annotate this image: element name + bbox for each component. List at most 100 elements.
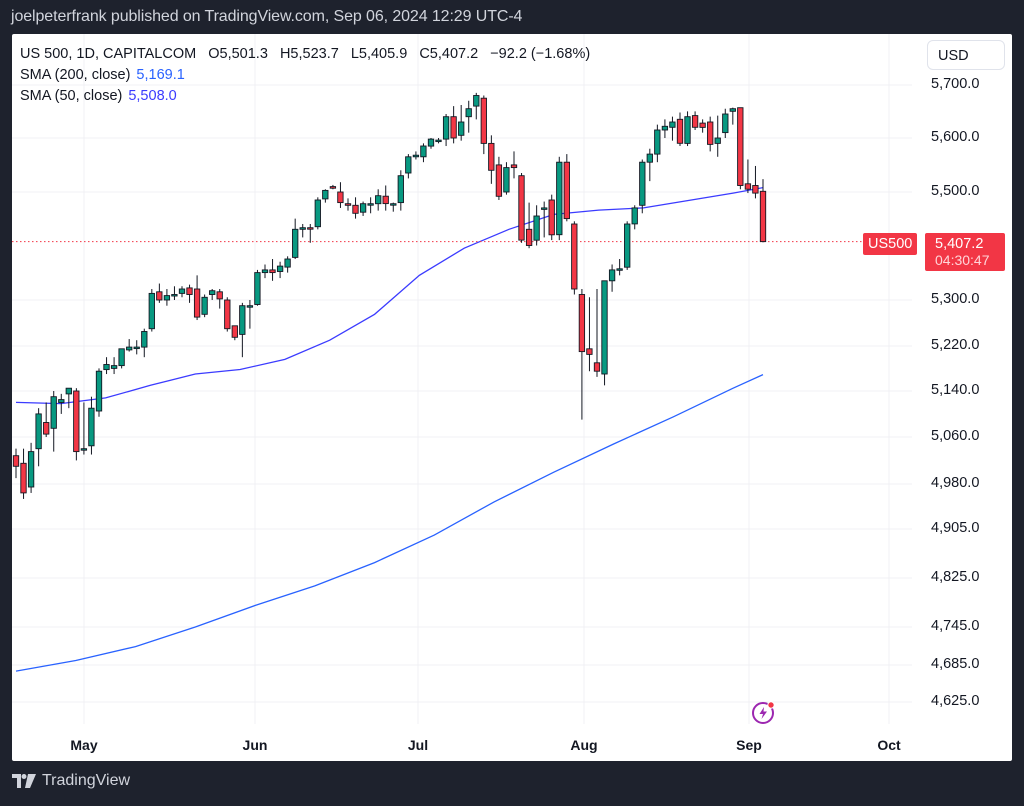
price-tick-label: 5,060.0 xyxy=(931,428,980,444)
sma200-value: 5,169.1 xyxy=(136,67,185,83)
candle xyxy=(691,115,699,128)
candle xyxy=(646,153,653,163)
candle xyxy=(58,399,65,403)
candle xyxy=(359,203,367,213)
price-tick-label: 5,300.0 xyxy=(931,291,980,307)
candle xyxy=(344,203,352,206)
candle xyxy=(435,139,442,143)
candle xyxy=(639,161,646,206)
candle xyxy=(624,223,631,268)
candle xyxy=(442,116,450,140)
candle xyxy=(352,204,359,214)
candle xyxy=(269,269,276,274)
candle xyxy=(714,137,721,144)
candle xyxy=(284,258,291,268)
candle xyxy=(699,122,706,128)
price-tick-label: 4,625.0 xyxy=(931,693,980,709)
candle xyxy=(397,175,404,204)
candle xyxy=(563,161,570,220)
candle xyxy=(224,299,231,330)
candle xyxy=(299,227,306,230)
time-tick-label: Jun xyxy=(242,737,268,753)
legend-sma200-row[interactable]: SMA (200, close) 5,169.1 xyxy=(20,65,590,86)
candle xyxy=(420,145,427,158)
candle xyxy=(322,189,329,200)
candle xyxy=(503,167,510,193)
candle xyxy=(729,108,736,112)
candle xyxy=(752,185,759,194)
price-tick-label: 4,745.0 xyxy=(931,618,980,634)
candle xyxy=(246,305,254,308)
candle xyxy=(178,288,186,294)
legend-symbol: US 500, 1D, CAPITALCOM xyxy=(20,46,197,62)
time-tick-label: Sep xyxy=(736,737,762,753)
candle xyxy=(405,156,412,174)
candle xyxy=(209,290,216,295)
time-tick-label: Jul xyxy=(407,737,429,753)
candle xyxy=(314,199,321,228)
last-price-tag: 5,407.2 04:30:47 xyxy=(925,233,1005,271)
candle xyxy=(329,186,337,189)
candle xyxy=(141,331,148,348)
candle xyxy=(722,113,729,134)
legend-high: H5,523.7 xyxy=(279,46,339,62)
tradingview-brand[interactable]: TradingView xyxy=(12,772,130,790)
lightning-events-icon[interactable] xyxy=(751,700,777,731)
sma200-label: SMA (200, close) xyxy=(20,67,131,83)
time-tick-label: Oct xyxy=(877,737,901,753)
currency-button[interactable]: USD xyxy=(927,40,1005,70)
candle xyxy=(88,407,95,447)
candle xyxy=(133,346,140,350)
candle xyxy=(337,191,344,204)
candle xyxy=(684,116,691,144)
price-tick-label: 5,500.0 xyxy=(931,183,980,199)
candle xyxy=(427,138,435,147)
price-tick-label: 4,905.0 xyxy=(931,520,980,536)
candle xyxy=(50,396,57,429)
candle xyxy=(43,422,50,435)
price-tick-label: 4,980.0 xyxy=(931,475,980,491)
candle xyxy=(737,107,744,186)
candle xyxy=(126,346,133,351)
candle xyxy=(480,97,487,144)
candle xyxy=(759,190,767,243)
price-tick-label: 5,140.0 xyxy=(931,382,980,398)
candle xyxy=(593,362,601,372)
published-line: joelpeterfrank published on TradingView.… xyxy=(11,8,523,25)
last-price-value: 5,407.2 xyxy=(935,236,984,252)
candlestick-chart[interactable] xyxy=(12,34,1012,761)
legend-low: L5,405.9 xyxy=(350,46,408,62)
candle xyxy=(548,199,555,236)
candle xyxy=(676,118,684,144)
candle xyxy=(525,228,533,246)
candle xyxy=(654,129,661,155)
sma50-value: 5,508.0 xyxy=(128,88,177,104)
legend-open: O5,501.3 xyxy=(208,46,268,62)
candle xyxy=(276,265,284,272)
candle xyxy=(95,370,103,412)
legend-sma50-row[interactable]: SMA (50, close) 5,508.0 xyxy=(20,86,590,107)
price-tick-label: 4,825.0 xyxy=(931,569,980,585)
candle xyxy=(193,288,201,318)
candle xyxy=(390,203,397,206)
candle xyxy=(375,195,382,205)
price-tick-label: 4,685.0 xyxy=(931,656,980,672)
legend-ohlc-row: US 500, 1D, CAPITALCOM O5,501.3 H5,523.7… xyxy=(20,44,590,65)
candle xyxy=(495,164,503,197)
candle xyxy=(382,195,389,205)
candle xyxy=(518,175,525,241)
legend-close: C5,407.2 xyxy=(419,46,479,62)
candle xyxy=(571,223,578,290)
chart-panel[interactable]: US 500, 1D, CAPITALCOM O5,501.3 H5,523.7… xyxy=(12,34,1012,761)
candle xyxy=(261,269,269,274)
time-tick-label: May xyxy=(70,737,98,753)
candle xyxy=(661,125,669,131)
chart-legend: US 500, 1D, CAPITALCOM O5,501.3 H5,523.7… xyxy=(20,44,590,107)
candle xyxy=(171,294,178,297)
candle xyxy=(254,272,261,305)
tradingview-logo-icon xyxy=(12,774,36,788)
time-tick-label: Aug xyxy=(570,737,598,753)
symbol-price-tag: US500 xyxy=(863,233,918,255)
candle xyxy=(586,348,593,355)
candle xyxy=(458,121,465,136)
